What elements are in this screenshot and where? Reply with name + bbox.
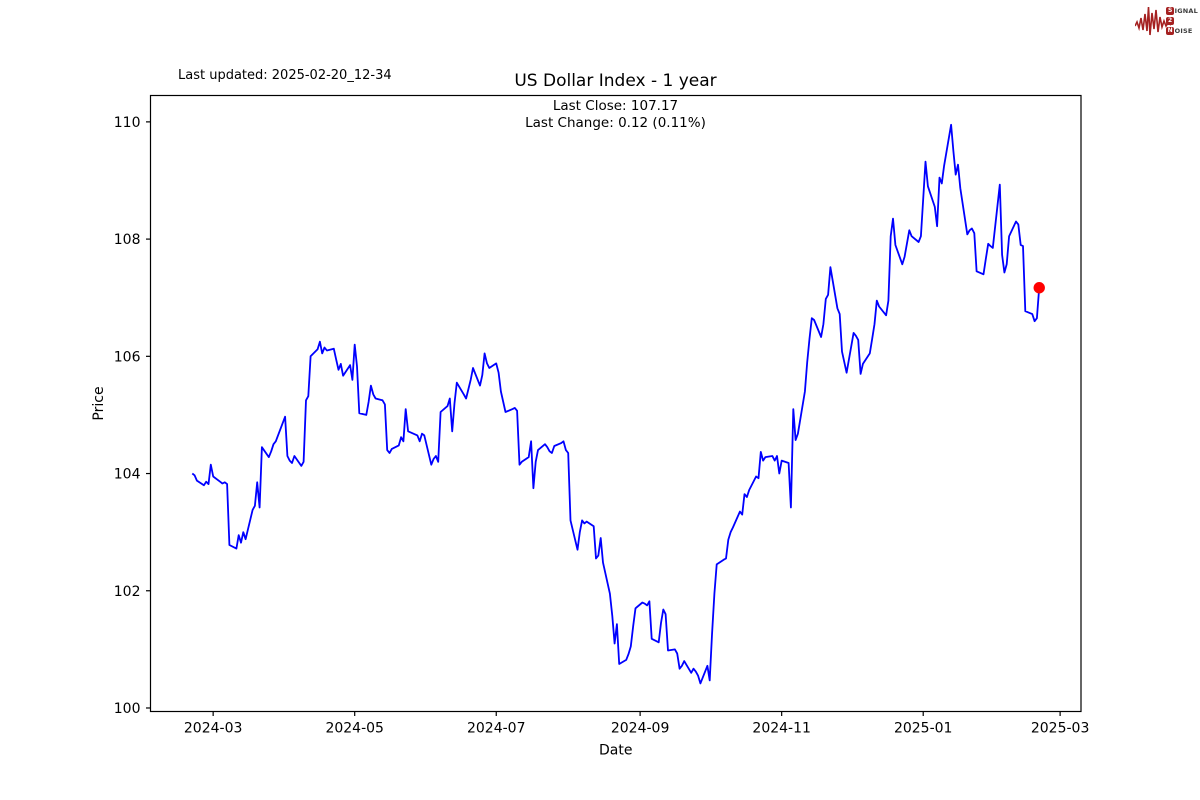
y-tick-label: 102: [114, 584, 141, 600]
logo-letter-n-badge: N: [1166, 27, 1175, 35]
y-tick-label: 108: [114, 232, 141, 248]
heartbeat-waveform-icon: [1135, 6, 1172, 36]
x-tick-label: 2025-01: [894, 721, 953, 737]
last-close-marker: [1033, 282, 1045, 294]
last-updated-text: Last updated: 2025-02-20_12-34: [178, 68, 392, 83]
price-line: [191, 123, 1041, 685]
y-axis-label: Price: [91, 386, 107, 420]
chart-title: US Dollar Index - 1 year: [514, 71, 717, 91]
x-tick-label: 2024-05: [325, 721, 384, 737]
brand-logo: S IGNAL 2 N OISE: [1135, 5, 1198, 37]
subtitle-last-close: Last Close: 107.17: [552, 98, 679, 114]
x-tick-label: 2024-11: [752, 721, 811, 737]
logo-text-ignal: IGNAL: [1174, 6, 1198, 15]
subtitle-last-change: Last Change: 0.12 (0.11%): [525, 114, 706, 131]
logo-line-signal: S IGNAL: [1166, 7, 1198, 16]
y-tick-label: 106: [114, 349, 141, 365]
y-tick-label: 104: [114, 467, 141, 483]
logo-line-noise: N OISE: [1166, 27, 1198, 36]
logo-text-oise: OISE: [1174, 26, 1193, 35]
y-tick-label: 110: [114, 115, 141, 131]
plot-border: [149, 94, 1082, 713]
x-axis-label: Date: [599, 743, 632, 759]
logo-line-2: 2: [1166, 17, 1198, 26]
y-tick-label: 100: [114, 701, 141, 717]
logo-digit-2-badge: 2: [1166, 17, 1175, 25]
x-tick-label: 2025-03: [1031, 721, 1090, 737]
logo-letter-s-badge: S: [1166, 7, 1175, 15]
brand-logo-text: S IGNAL 2 N OISE: [1166, 7, 1198, 36]
x-tick-label: 2024-03: [184, 721, 243, 737]
x-tick-label: 2024-07: [467, 721, 526, 737]
x-tick-label: 2024-09: [611, 721, 670, 737]
